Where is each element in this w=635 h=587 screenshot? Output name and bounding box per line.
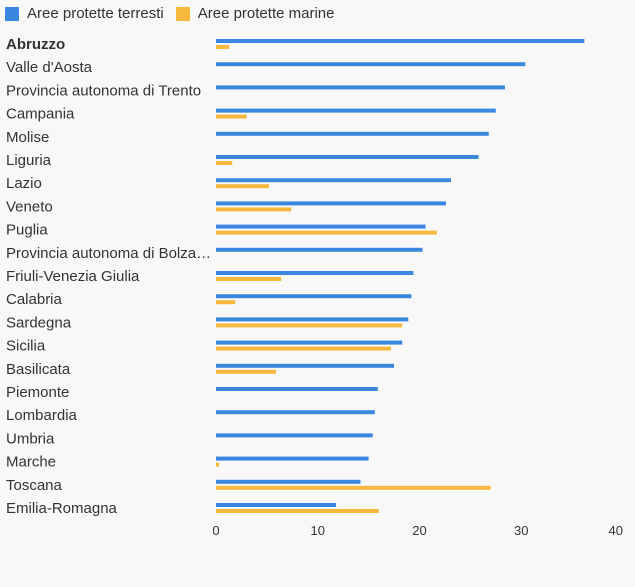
bar-marine[interactable]: [216, 277, 282, 281]
bar-terrestri[interactable]: [216, 503, 337, 507]
category-label: Lazio: [6, 175, 42, 192]
bar-marine[interactable]: [216, 485, 491, 490]
bar-terrestri[interactable]: [216, 410, 375, 415]
bar-marine[interactable]: [216, 369, 277, 374]
bar-marine[interactable]: [216, 509, 379, 513]
bar-marine[interactable]: [216, 230, 437, 235]
bar-marine[interactable]: [216, 462, 220, 467]
bar-marine[interactable]: [216, 346, 392, 351]
category-label: Puglia: [6, 222, 48, 239]
legend-label-terrestri: Aree protette terresti: [27, 5, 164, 22]
bar-terrestri[interactable]: [216, 155, 479, 159]
bar-marine[interactable]: [216, 184, 269, 189]
category-label: Provincia autonoma di Bolza…: [6, 245, 211, 262]
bar-marine[interactable]: [216, 45, 230, 49]
category-label: Sardegna: [6, 314, 72, 331]
category-label: Valle d'Aosta: [6, 59, 93, 76]
category-label: Marche: [6, 454, 56, 471]
category-label: Emilia-Romagna: [6, 500, 118, 517]
bar-terrestri[interactable]: [216, 479, 361, 484]
bar-terrestri[interactable]: [216, 178, 452, 183]
bar-terrestri[interactable]: [216, 387, 378, 391]
category-label: Veneto: [6, 198, 53, 215]
bar-marine[interactable]: [216, 300, 236, 305]
bar-terrestri[interactable]: [216, 39, 585, 43]
category-label: Sicilia: [6, 338, 46, 355]
x-tick-label: 20: [412, 523, 426, 538]
bar-terrestri[interactable]: [216, 224, 426, 229]
bar-terrestri[interactable]: [216, 363, 395, 368]
bar-terrestri[interactable]: [216, 456, 369, 461]
x-tick-label: 10: [311, 523, 325, 538]
bar-terrestri[interactable]: [216, 294, 412, 299]
bar-terrestri[interactable]: [216, 201, 446, 206]
legend-label-marine: Aree protette marine: [197, 5, 335, 22]
category-label: Toscana: [6, 477, 63, 494]
category-label: Piemonte: [6, 384, 69, 401]
category-label: Molise: [6, 129, 49, 146]
category-label: Friuli-Venezia Giulia: [6, 268, 140, 285]
x-tick-label: 0: [212, 523, 219, 538]
bar-terrestri[interactable]: [216, 131, 489, 136]
bar-marine[interactable]: [216, 207, 292, 212]
bar-terrestri[interactable]: [216, 108, 496, 113]
chart-legend: Aree protette terresti Aree protette mar…: [5, 5, 346, 22]
bar-terrestri[interactable]: [216, 247, 423, 252]
legend-item-terrestri[interactable]: Aree protette terresti: [5, 5, 164, 22]
category-label: Umbria: [6, 430, 55, 447]
bar-marine[interactable]: [216, 161, 233, 165]
bar-terrestri[interactable]: [216, 317, 409, 322]
legend-item-marine[interactable]: Aree protette marine: [175, 5, 335, 22]
bar-marine[interactable]: [216, 323, 403, 328]
category-label: Calabria: [6, 291, 63, 308]
legend-swatch-marine: [175, 6, 190, 21]
category-label: Provincia autonoma di Trento: [6, 82, 201, 99]
bar-terrestri[interactable]: [216, 62, 526, 67]
category-label: Abruzzo: [6, 36, 65, 53]
bar-marine[interactable]: [216, 114, 247, 119]
bar-terrestri[interactable]: [216, 433, 373, 438]
x-tick-label: 40: [609, 523, 623, 538]
bar-terrestri[interactable]: [216, 340, 403, 345]
legend-swatch-terrestri: [5, 6, 19, 21]
x-tick-label: 30: [514, 523, 528, 538]
bar-terrestri[interactable]: [216, 85, 505, 90]
category-label: Lombardia: [6, 407, 78, 424]
category-label: Campania: [6, 106, 75, 123]
bar-terrestri[interactable]: [216, 271, 414, 275]
category-label: Basilicata: [6, 361, 71, 378]
category-label: Liguria: [6, 152, 52, 169]
